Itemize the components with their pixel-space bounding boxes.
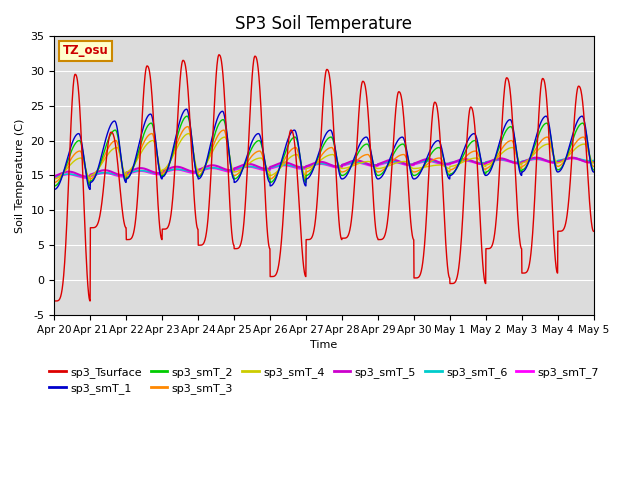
sp3_Tsurface	[589, 228, 597, 234]
sp3_smT_7	[51, 175, 58, 180]
sp3_smT_1	[542, 113, 550, 119]
sp3_smT_2	[201, 164, 209, 170]
Legend: sp3_Tsurface, sp3_smT_1, sp3_smT_2, sp3_smT_3, sp3_smT_4, sp3_smT_5, sp3_smT_6, : sp3_Tsurface, sp3_smT_1, sp3_smT_2, sp3_…	[45, 362, 604, 398]
sp3_Tsurface	[340, 235, 348, 241]
sp3_smT_3	[351, 159, 359, 165]
sp3_smT_1	[201, 164, 209, 170]
sp3_smT_6	[589, 157, 597, 163]
sp3_smT_6	[557, 157, 565, 163]
sp3_smT_2	[184, 113, 191, 119]
sp3_smT_2	[351, 156, 359, 161]
sp3_smT_6	[51, 174, 58, 180]
sp3_Tsurface	[351, 168, 359, 174]
sp3_smT_3	[184, 124, 192, 130]
sp3_smT_6	[83, 174, 90, 180]
sp3_smT_6	[201, 166, 209, 172]
sp3_smT_2	[589, 167, 597, 173]
sp3_smT_3	[481, 167, 488, 172]
sp3_smT_5	[543, 158, 550, 164]
sp3_Tsurface	[215, 52, 223, 58]
sp3_smT_3	[201, 164, 209, 169]
sp3_smT_6	[340, 162, 348, 168]
Title: SP3 Soil Temperature: SP3 Soil Temperature	[236, 15, 413, 33]
sp3_smT_4	[340, 166, 348, 171]
Text: TZ_osu: TZ_osu	[63, 44, 108, 57]
sp3_smT_5	[351, 157, 359, 163]
sp3_smT_1	[51, 187, 58, 192]
Line: sp3_smT_2: sp3_smT_2	[54, 116, 593, 186]
sp3_smT_5	[557, 158, 565, 164]
sp3_Tsurface	[542, 91, 550, 96]
Line: sp3_smT_3: sp3_smT_3	[54, 127, 593, 182]
Y-axis label: Soil Temperature (C): Soil Temperature (C)	[15, 118, 25, 233]
Line: sp3_Tsurface: sp3_Tsurface	[54, 55, 593, 301]
sp3_smT_4	[542, 142, 550, 147]
Line: sp3_smT_7: sp3_smT_7	[54, 158, 593, 178]
sp3_smT_4	[51, 176, 58, 182]
sp3_smT_2	[51, 183, 58, 189]
sp3_smT_2	[557, 165, 565, 171]
sp3_smT_7	[201, 167, 209, 172]
Line: sp3_smT_6: sp3_smT_6	[54, 158, 593, 177]
sp3_smT_7	[83, 175, 90, 181]
sp3_smT_1	[182, 106, 190, 112]
sp3_Tsurface	[481, 278, 488, 284]
sp3_smT_6	[542, 157, 550, 163]
sp3_smT_1	[557, 167, 565, 172]
sp3_smT_2	[340, 172, 348, 178]
sp3_smT_4	[557, 159, 565, 165]
sp3_smT_5	[481, 161, 488, 167]
sp3_smT_7	[589, 158, 597, 164]
Line: sp3_smT_5: sp3_smT_5	[54, 157, 593, 177]
sp3_smT_7	[542, 158, 550, 164]
sp3_smT_5	[83, 174, 90, 180]
sp3_smT_5	[201, 164, 209, 170]
sp3_smT_5	[51, 173, 58, 179]
sp3_smT_6	[351, 159, 359, 165]
sp3_Tsurface	[557, 228, 565, 234]
Line: sp3_smT_4: sp3_smT_4	[54, 133, 593, 179]
sp3_smT_6	[481, 160, 488, 166]
sp3_smT_3	[557, 162, 565, 168]
sp3_smT_4	[351, 162, 359, 168]
sp3_smT_4	[185, 131, 193, 136]
sp3_smT_1	[340, 176, 348, 181]
sp3_smT_4	[589, 160, 597, 166]
X-axis label: Time: Time	[310, 340, 338, 350]
sp3_smT_1	[589, 169, 597, 175]
sp3_smT_3	[542, 134, 550, 140]
sp3_smT_5	[340, 162, 348, 168]
sp3_smT_7	[481, 161, 488, 167]
sp3_smT_7	[568, 156, 576, 161]
sp3_smT_3	[340, 169, 348, 175]
sp3_smT_7	[351, 160, 359, 166]
sp3_smT_5	[589, 159, 597, 165]
Line: sp3_smT_1: sp3_smT_1	[54, 109, 593, 190]
sp3_smT_1	[351, 152, 359, 158]
sp3_smT_1	[481, 172, 488, 178]
sp3_smT_4	[201, 163, 209, 168]
sp3_smT_2	[481, 170, 488, 176]
sp3_smT_7	[340, 163, 348, 168]
sp3_smT_4	[481, 163, 488, 169]
sp3_smT_3	[589, 164, 597, 169]
sp3_smT_6	[568, 155, 576, 161]
sp3_Tsurface	[51, 298, 58, 304]
sp3_smT_7	[557, 158, 565, 164]
sp3_smT_2	[542, 120, 550, 126]
sp3_smT_5	[532, 155, 540, 160]
sp3_Tsurface	[201, 238, 209, 243]
sp3_smT_3	[51, 180, 58, 185]
